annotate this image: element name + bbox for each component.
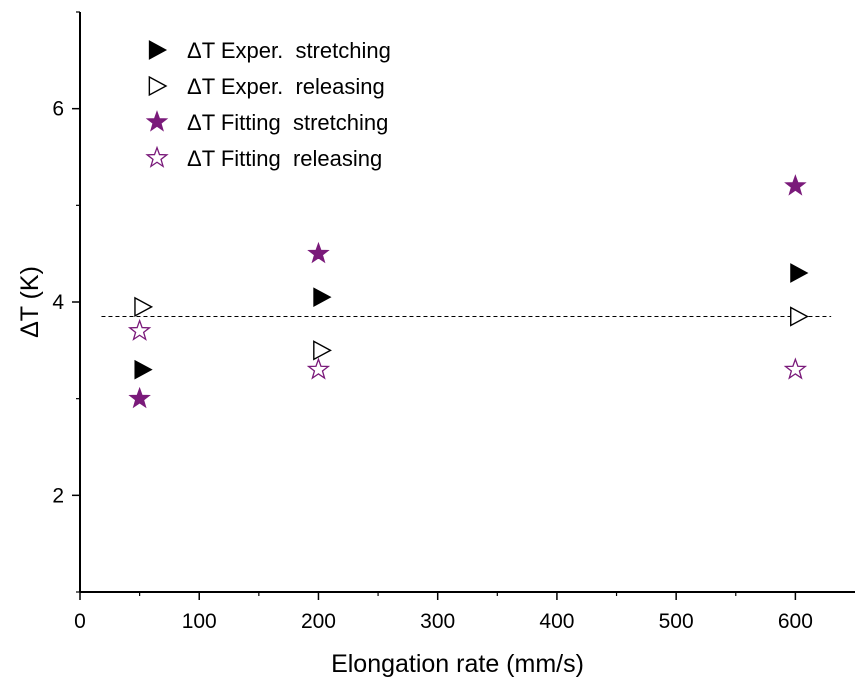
- series-4: [127, 318, 808, 380]
- data-point: [307, 241, 330, 264]
- series-1: [134, 263, 809, 380]
- data-point: [784, 174, 807, 196]
- x-tick-label: 300: [420, 610, 455, 633]
- legend-marker: [148, 75, 168, 97]
- plot-axes: 0 100 200 300 400 500 600 2 4 6: [52, 11, 855, 633]
- data-point: [128, 386, 151, 409]
- x-tick-label: 200: [301, 610, 336, 633]
- series-3: [128, 174, 807, 409]
- data-marks: [127, 174, 809, 409]
- data-point: [790, 263, 809, 283]
- x-axis-title: Elongation rate (mm/s): [331, 650, 584, 678]
- x-tick-label: 0: [74, 610, 86, 633]
- data-point: [134, 359, 153, 380]
- y-axis-title: ΔT (K): [16, 266, 44, 338]
- data-point: [790, 306, 809, 327]
- data-point: [783, 357, 808, 380]
- legend-marker: [148, 40, 168, 60]
- y-tick-label: 4: [52, 291, 64, 314]
- x-tick-label: 400: [539, 610, 574, 633]
- data-point: [134, 296, 154, 318]
- x-tick-label: 100: [182, 610, 217, 633]
- x-tick-label: 600: [778, 610, 813, 633]
- x-tick-label: 500: [659, 610, 694, 633]
- data-point: [306, 357, 331, 380]
- legend-label: ΔT Fitting stretching: [187, 110, 388, 135]
- data-point: [127, 318, 152, 341]
- y-tick-label: 6: [52, 98, 64, 121]
- legend-label: ΔT Fitting releasing: [187, 146, 382, 171]
- y-tick-label: 2: [52, 484, 64, 507]
- series-2: [134, 296, 809, 361]
- legend-marker: [145, 145, 169, 168]
- legend-label: ΔT Exper. releasing: [187, 74, 385, 99]
- legend-label: ΔT Exper. stretching: [187, 38, 391, 63]
- data-point: [313, 287, 332, 308]
- data-point: [313, 340, 332, 361]
- legend: ΔT Exper. stretching ΔT Exper. releasing Δ…: [145, 38, 391, 171]
- legend-marker: [145, 110, 169, 132]
